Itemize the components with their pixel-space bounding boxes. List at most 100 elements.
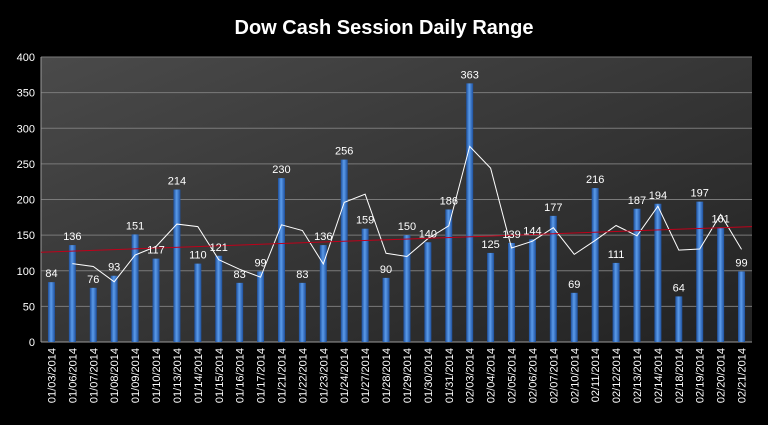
data-label: 177 — [544, 202, 562, 214]
data-label: 69 — [568, 279, 580, 291]
data-label: 214 — [168, 176, 186, 188]
x-tick-label: 01/22/2014 — [297, 348, 309, 403]
x-tick-label: 01/31/2014 — [444, 348, 456, 403]
bar — [424, 242, 432, 342]
bar — [654, 203, 662, 342]
data-label: 144 — [523, 225, 541, 237]
bar — [487, 252, 495, 342]
data-label: 151 — [126, 220, 144, 232]
x-tick-label: 01/10/2014 — [151, 348, 163, 403]
x-tick-label: 01/27/2014 — [360, 348, 372, 403]
x-tick-label: 02/21/2014 — [737, 348, 749, 403]
data-label: 64 — [673, 282, 685, 294]
bar — [277, 178, 285, 342]
data-label: 99 — [254, 257, 266, 269]
y-tick-label: 0 — [29, 337, 35, 349]
data-label: 186 — [440, 195, 458, 207]
x-tick-label: 01/24/2014 — [339, 348, 351, 403]
bar — [47, 282, 55, 342]
x-tick-label: 01/21/2014 — [276, 348, 288, 403]
chart-title: Dow Cash Session Daily Range — [235, 17, 534, 39]
data-label: 136 — [314, 231, 332, 243]
series-line — [72, 145, 742, 283]
data-label: 363 — [461, 69, 479, 81]
data-label: 159 — [356, 215, 374, 227]
bar — [298, 282, 306, 342]
x-tick-label: 01/08/2014 — [109, 348, 121, 403]
x-tick-label: 02/19/2014 — [695, 348, 707, 403]
data-label: 187 — [628, 195, 646, 207]
x-tick-label: 01/07/2014 — [88, 348, 100, 403]
bar — [361, 228, 369, 342]
bar — [319, 245, 327, 342]
data-label: 84 — [45, 268, 57, 280]
bar — [382, 277, 390, 342]
x-tick-label: 02/03/2014 — [465, 348, 477, 403]
bar — [194, 263, 202, 342]
data-label: 216 — [586, 174, 604, 186]
y-tick-label: 350 — [17, 88, 35, 100]
y-tick-label: 200 — [17, 195, 35, 207]
bar — [612, 262, 620, 342]
x-tick-label: 01/15/2014 — [214, 348, 226, 403]
data-label: 76 — [87, 274, 99, 286]
data-label: 194 — [649, 190, 667, 202]
x-tick-label: 02/20/2014 — [716, 348, 728, 403]
x-tick-label: 01/14/2014 — [193, 348, 205, 403]
bar — [340, 159, 348, 342]
y-axis-ticks: 0 50 100 150 200 250 300 350 400 — [17, 52, 35, 349]
x-tick-label: 01/06/2014 — [67, 348, 79, 403]
bar — [236, 282, 244, 342]
bar — [738, 271, 746, 342]
data-label: 136 — [63, 231, 81, 243]
bar — [696, 201, 704, 342]
x-tick-label: 02/10/2014 — [569, 348, 581, 403]
bar — [466, 83, 474, 343]
data-label: 125 — [481, 239, 499, 251]
bar — [570, 292, 578, 342]
bar — [89, 287, 97, 342]
bar — [633, 208, 641, 342]
bar — [445, 209, 453, 342]
x-tick-label: 02/13/2014 — [632, 348, 644, 403]
bar — [549, 215, 557, 342]
lines — [40, 145, 753, 283]
data-label: 197 — [691, 188, 709, 200]
data-label: 90 — [380, 264, 392, 276]
bar — [508, 242, 516, 342]
y-tick-label: 250 — [17, 159, 35, 171]
bar — [131, 234, 139, 342]
bar — [257, 271, 265, 342]
x-tick-label: 01/09/2014 — [130, 348, 142, 403]
bar — [717, 227, 725, 342]
data-label: 230 — [272, 164, 290, 176]
x-tick-label: 01/17/2014 — [256, 348, 268, 403]
data-label: 99 — [735, 257, 747, 269]
bar — [110, 275, 118, 342]
y-tick-label: 100 — [17, 266, 35, 278]
y-tick-label: 150 — [17, 230, 35, 242]
data-label: 150 — [398, 221, 416, 233]
x-tick-label: 02/05/2014 — [507, 348, 519, 403]
x-tick-label: 01/28/2014 — [381, 348, 393, 403]
x-tick-label: 02/18/2014 — [674, 348, 686, 403]
data-label: 83 — [296, 269, 308, 281]
x-tick-label: 01/13/2014 — [172, 348, 184, 403]
data-label: 111 — [608, 249, 625, 261]
x-tick-label: 02/04/2014 — [486, 348, 498, 403]
data-label: 140 — [419, 228, 437, 240]
x-tick-label: 02/14/2014 — [653, 348, 665, 403]
x-tick-label: 01/30/2014 — [423, 348, 435, 403]
x-tick-label: 01/03/2014 — [46, 348, 58, 403]
bar — [152, 258, 160, 342]
x-tick-label: 02/11/2014 — [590, 348, 602, 402]
y-tick-label: 400 — [17, 52, 35, 64]
y-tick-label: 300 — [17, 123, 35, 135]
x-tick-label: 02/06/2014 — [527, 348, 539, 403]
data-label: 139 — [502, 229, 520, 241]
data-label: 83 — [234, 269, 246, 281]
bar — [68, 245, 76, 342]
bar — [173, 189, 181, 342]
data-label: 93 — [108, 262, 120, 274]
